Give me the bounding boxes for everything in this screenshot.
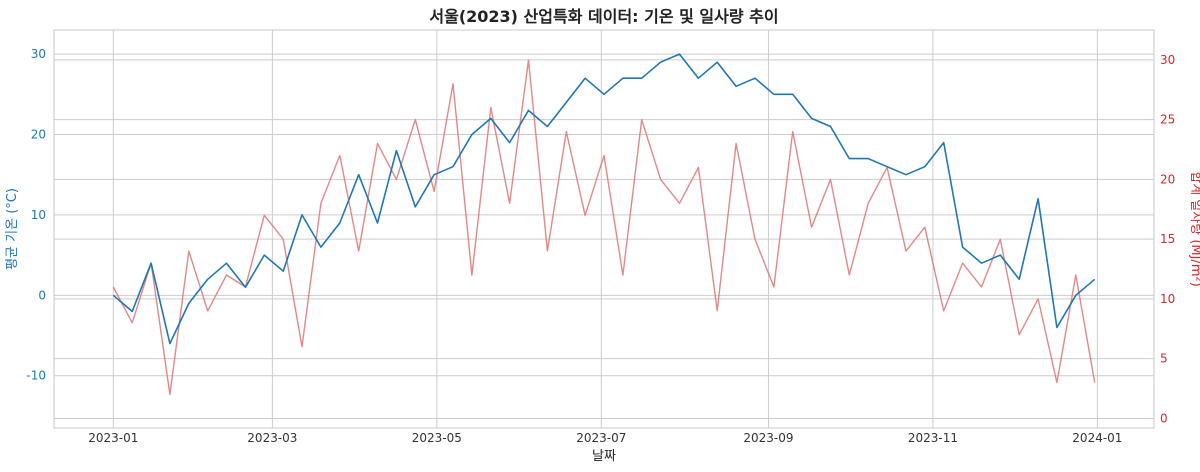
y-right-tick-label: 0 [1160, 411, 1168, 425]
grid-layer [54, 30, 1154, 428]
y-left-tick-label: 10 [31, 208, 46, 222]
x-tick-label: 2023-09 [743, 431, 793, 445]
radiation-series-line [112, 59, 1096, 396]
y-axis-right-label: 합계 일사량 (MJ/m²) [1188, 171, 1200, 287]
x-tick-label: 2023-01 [88, 431, 138, 445]
y-left-tick-label: -10 [26, 369, 46, 383]
y-left-tick-label: 0 [38, 288, 46, 302]
tick-layer: 2023-01 2023-03 2023-05 2023-07 2023-09 2023-… [26, 47, 1175, 445]
y-right-tick-label: 20 [1160, 172, 1175, 186]
plot-frame [53, 29, 1155, 429]
x-tick-label: 2023-03 [247, 431, 297, 445]
y-right-tick-label: 15 [1160, 232, 1175, 246]
series-layer [112, 53, 1096, 396]
x-tick-label: 2023-11 [908, 431, 958, 445]
y-right-tick-label: 25 [1160, 113, 1175, 127]
y-right-tick-label: 5 [1160, 352, 1168, 366]
x-axis-label: 날짜 [592, 449, 616, 464]
x-tick-label: 2023-07 [576, 431, 626, 445]
y-right-tick-label: 10 [1160, 292, 1175, 306]
y-axis-left-label: 평균 기온 (°C) [5, 188, 20, 270]
temperature-series-line [112, 53, 1096, 345]
x-tick-label: 2023-05 [412, 431, 462, 445]
chart-title: 서울(2023) 산업특화 데이터: 기온 및 일사량 추이 [429, 7, 778, 26]
y-right-tick-label: 30 [1160, 53, 1175, 67]
x-tick-label: 2024-01 [1072, 431, 1122, 445]
y-left-tick-label: 20 [31, 128, 46, 142]
y-left-tick-label: 30 [31, 47, 46, 61]
